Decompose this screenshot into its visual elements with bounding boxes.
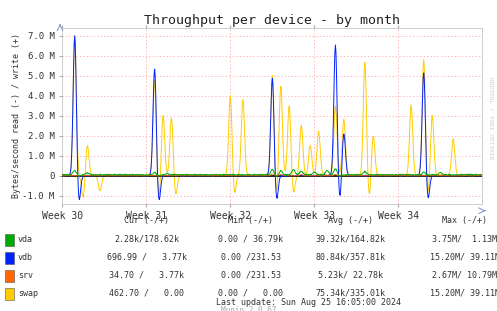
Text: Avg (-/+): Avg (-/+) xyxy=(328,216,373,225)
Text: Last update: Sun Aug 25 16:05:00 2024: Last update: Sun Aug 25 16:05:00 2024 xyxy=(216,298,401,307)
Text: 0.00 / 36.79k: 0.00 / 36.79k xyxy=(219,235,283,244)
Text: 15.20M/ 39.11M: 15.20M/ 39.11M xyxy=(430,253,497,262)
Text: 80.84k/357.81k: 80.84k/357.81k xyxy=(316,253,385,262)
Text: vda: vda xyxy=(18,235,33,244)
Text: Munin 2.0.67: Munin 2.0.67 xyxy=(221,306,276,311)
Text: 5.23k/ 22.78k: 5.23k/ 22.78k xyxy=(318,271,383,280)
Text: Min (-/+): Min (-/+) xyxy=(229,216,273,225)
Title: Throughput per device - by month: Throughput per device - by month xyxy=(144,14,400,27)
Text: vdb: vdb xyxy=(18,253,33,262)
Text: Max (-/+): Max (-/+) xyxy=(442,216,487,225)
Text: 0.00 /   0.00: 0.00 / 0.00 xyxy=(219,289,283,298)
Bar xyxy=(5,270,14,282)
Text: 75.34k/335.01k: 75.34k/335.01k xyxy=(316,289,385,298)
Text: swap: swap xyxy=(18,289,38,298)
Y-axis label: Bytes/second read (-) / write (+): Bytes/second read (-) / write (+) xyxy=(12,33,21,198)
Bar xyxy=(5,234,14,246)
Text: 3.75M/  1.13M: 3.75M/ 1.13M xyxy=(432,235,497,244)
Text: RRDTOOL / TOBI OETIKER: RRDTOOL / TOBI OETIKER xyxy=(489,77,494,160)
Text: 0.00 /231.53: 0.00 /231.53 xyxy=(221,253,281,262)
Text: 39.32k/164.82k: 39.32k/164.82k xyxy=(316,235,385,244)
Text: 0.00 /231.53: 0.00 /231.53 xyxy=(221,271,281,280)
Text: 462.70 /   0.00: 462.70 / 0.00 xyxy=(109,289,184,298)
Bar xyxy=(5,252,14,264)
Text: srv: srv xyxy=(18,271,33,280)
Text: 696.99 /   3.77k: 696.99 / 3.77k xyxy=(107,253,186,262)
Text: 2.67M/ 10.79M: 2.67M/ 10.79M xyxy=(432,271,497,280)
Text: Cur (-/+): Cur (-/+) xyxy=(124,216,169,225)
Text: 15.20M/ 39.11M: 15.20M/ 39.11M xyxy=(430,289,497,298)
Text: 34.70 /   3.77k: 34.70 / 3.77k xyxy=(109,271,184,280)
Bar xyxy=(5,288,14,300)
Text: 2.28k/178.62k: 2.28k/178.62k xyxy=(114,235,179,244)
